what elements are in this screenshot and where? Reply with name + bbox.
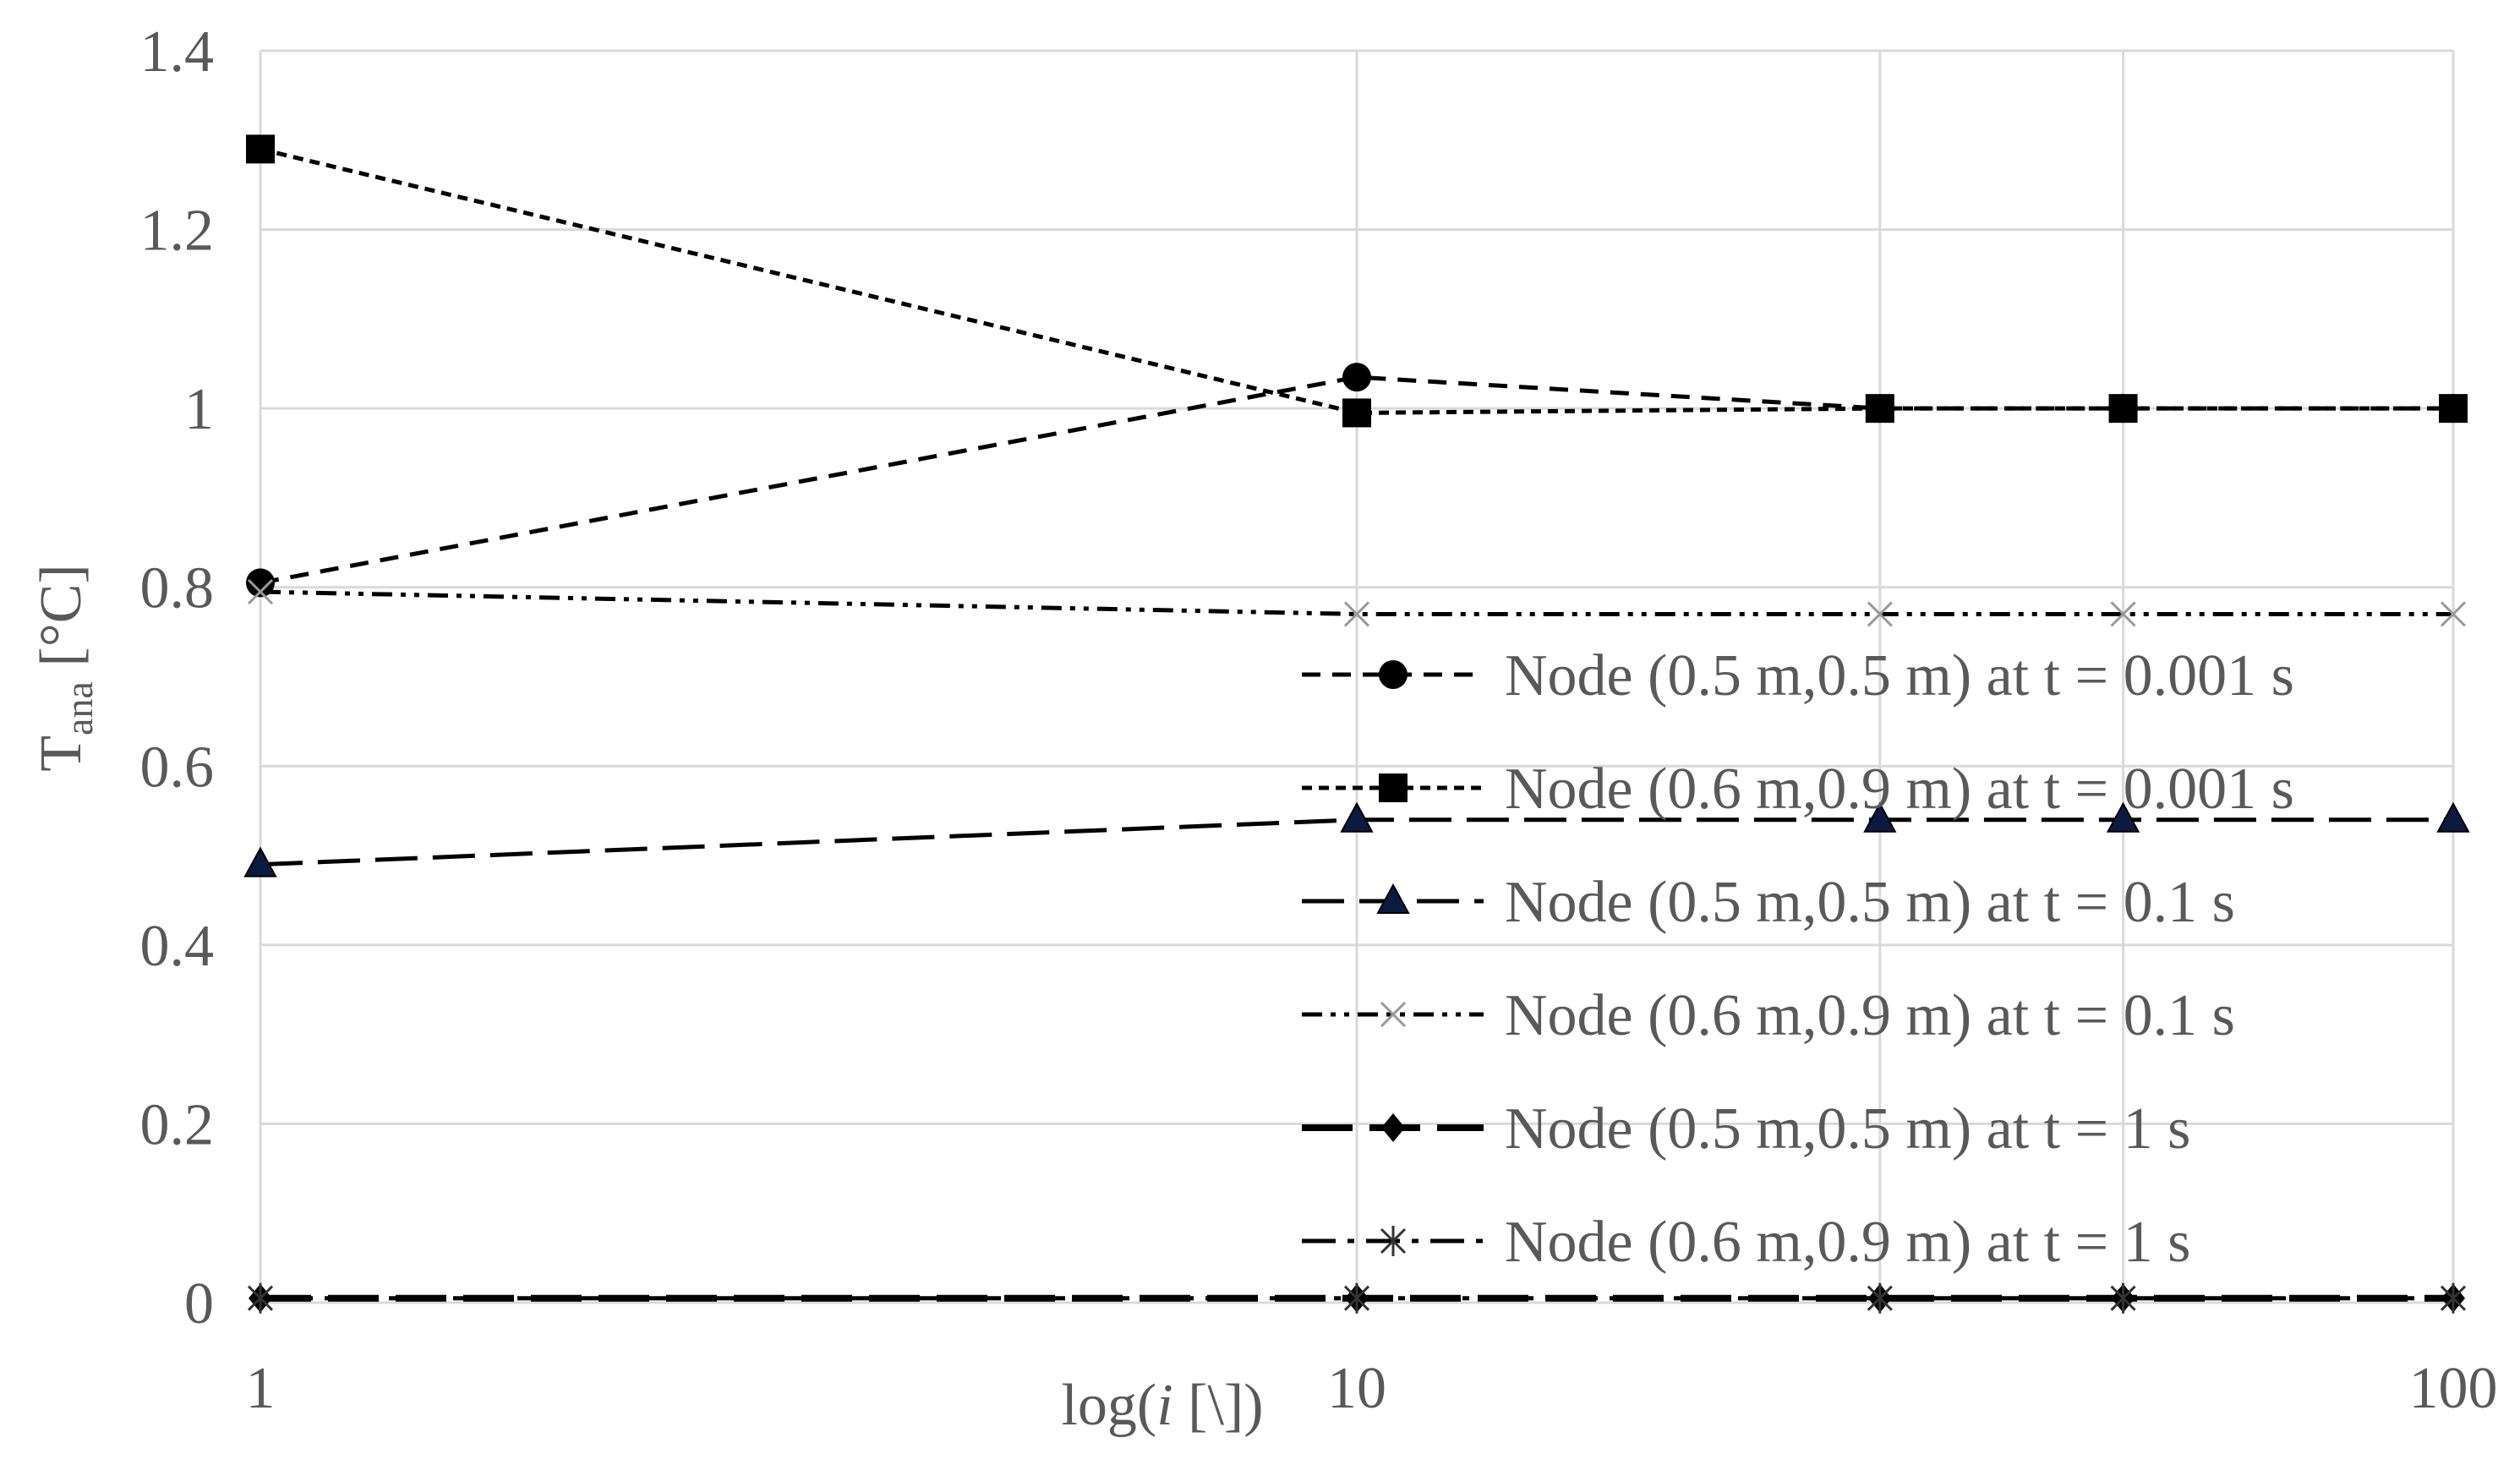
data-point-x <box>1343 601 1370 627</box>
legend-swatch-marker <box>1381 1113 1405 1142</box>
x-axis-label: log(i [\]) <box>1061 1373 1263 1438</box>
data-point-triangle <box>243 846 277 877</box>
data-point-triangle <box>2436 801 2470 833</box>
legend-entry-2: Node (0.6 m,0.9 m) at t = 0.001 s <box>1302 757 2294 822</box>
data-point-x <box>2440 601 2467 627</box>
data-point-square <box>246 134 275 164</box>
data-point-asterisk <box>1343 1282 1370 1314</box>
data-point-triangle <box>1340 801 1374 833</box>
x-tick-label: 100 <box>2409 1356 2498 1421</box>
data-point-x <box>247 578 274 605</box>
data-point-x <box>1867 601 1893 627</box>
series-6 <box>247 1282 2467 1314</box>
legend-label: Node (0.6 m,0.9 m) at t = 0.1 s <box>1505 983 2235 1048</box>
y-tick-label: 1.2 <box>140 199 215 264</box>
legend-swatch-marker <box>1376 883 1410 914</box>
series-group <box>243 134 2470 1314</box>
legend-entry-5: Node (0.5 m,0.5 m) at t = 1 s <box>1302 1096 2190 1162</box>
legend-entry-1: Node (0.5 m,0.5 m) at t = 0.001 s <box>1302 643 2294 708</box>
legend-swatch-marker <box>1379 773 1408 802</box>
legend-label: Node (0.5 m,0.5 m) at t = 1 s <box>1505 1096 2190 1162</box>
y-tick-labels: 0 0.2 0.4 0.6 0.8 1 1.2 1.4 <box>140 19 215 1337</box>
data-point-square <box>2439 394 2468 424</box>
legend-entry-4: Node (0.6 m,0.9 m) at t = 0.1 s <box>1302 983 2235 1048</box>
y-tick-label: 0.6 <box>140 735 215 800</box>
legend-label: Node (0.5 m,0.5 m) at t = 0.1 s <box>1505 870 2235 935</box>
data-point-asterisk <box>1867 1282 1893 1314</box>
legend-swatch-marker <box>1379 660 1408 689</box>
data-point-x <box>2110 601 2136 627</box>
data-point-asterisk <box>2110 1282 2136 1314</box>
x-tick-label: 10 <box>1327 1356 1386 1421</box>
legend-label: Node (0.6 m,0.9 m) at t = 1 s <box>1505 1210 2190 1275</box>
legend: Node (0.5 m,0.5 m) at t = 0.001 s Node (0… <box>1302 643 2294 1275</box>
legend-swatch-marker <box>1380 1001 1407 1028</box>
legend-entry-6: Node (0.6 m,0.9 m) at t = 1 s <box>1302 1210 2190 1275</box>
y-tick-label: 0 <box>184 1271 214 1337</box>
data-point-circle <box>1342 363 1371 392</box>
y-tick-label: 0.4 <box>140 914 215 979</box>
series-3 <box>243 801 2470 877</box>
series-2 <box>246 134 2468 428</box>
data-point-square <box>2108 394 2138 424</box>
data-point-triangle <box>2106 801 2140 833</box>
data-point-square <box>1865 394 1894 424</box>
y-tick-label: 0.2 <box>140 1092 215 1157</box>
data-point-asterisk <box>2440 1282 2467 1314</box>
data-point-triangle <box>1863 801 1897 833</box>
legend-label: Node (0.6 m,0.9 m) at t = 0.001 s <box>1505 757 2294 822</box>
data-point-square <box>1342 398 1371 428</box>
series-line <box>260 146 2453 415</box>
y-axis-label: Tana [°C] <box>29 564 101 771</box>
series-4 <box>247 578 2467 627</box>
data-point-asterisk <box>247 1282 274 1314</box>
x-tick-labels: 1 10 100 <box>246 1356 2498 1421</box>
legend-entry-3: Node (0.5 m,0.5 m) at t = 0.1 s <box>1302 870 2235 935</box>
legend-swatch-marker <box>1380 1226 1407 1256</box>
x-tick-label: 1 <box>246 1356 276 1421</box>
y-tick-label: 0.8 <box>140 556 215 621</box>
y-tick-label: 1.4 <box>140 19 215 85</box>
legend-label: Node (0.5 m,0.5 m) at t = 0.001 s <box>1505 643 2294 708</box>
y-tick-label: 1 <box>184 377 214 442</box>
